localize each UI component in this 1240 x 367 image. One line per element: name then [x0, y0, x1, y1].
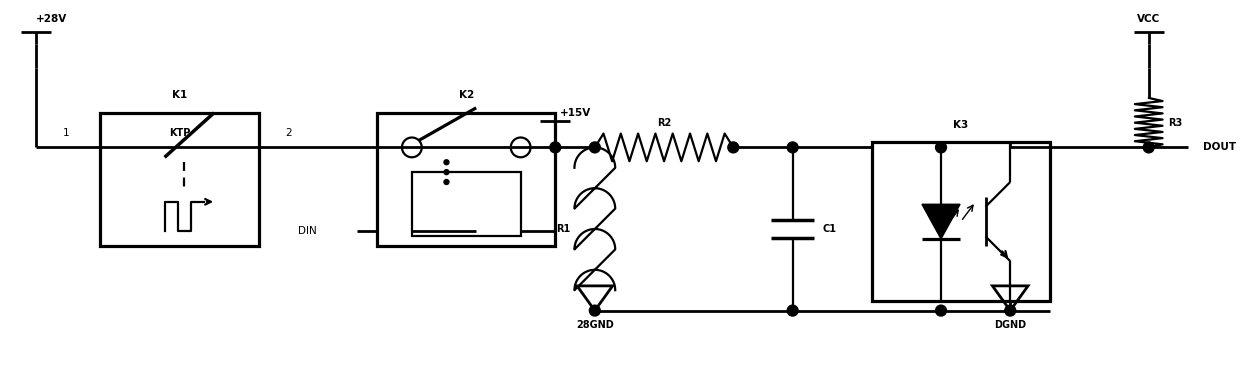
Bar — [872, 142, 1050, 301]
Bar — [100, 113, 259, 246]
Circle shape — [935, 142, 946, 153]
Bar — [377, 113, 556, 246]
Circle shape — [444, 170, 449, 175]
Text: DOUT: DOUT — [1203, 142, 1236, 152]
Text: 1: 1 — [62, 128, 69, 138]
Text: +15V: +15V — [560, 108, 591, 118]
Text: R2: R2 — [657, 118, 671, 128]
Polygon shape — [923, 204, 960, 239]
Circle shape — [589, 305, 600, 316]
Circle shape — [1004, 305, 1016, 316]
Circle shape — [444, 160, 449, 165]
Text: K1: K1 — [172, 90, 187, 100]
Text: DIN: DIN — [298, 226, 317, 236]
Text: 2: 2 — [285, 128, 291, 138]
Circle shape — [728, 142, 739, 153]
Text: +28V: +28V — [36, 14, 67, 24]
Bar — [412, 172, 521, 236]
Text: C1: C1 — [822, 224, 836, 234]
Circle shape — [589, 142, 600, 153]
Circle shape — [1143, 142, 1154, 153]
Text: 28GND: 28GND — [575, 320, 614, 330]
Text: K3: K3 — [954, 120, 968, 130]
Text: K2: K2 — [459, 90, 474, 100]
Circle shape — [935, 305, 946, 316]
Text: R1: R1 — [556, 224, 570, 234]
Text: R3: R3 — [1168, 118, 1183, 128]
Circle shape — [444, 179, 449, 185]
Text: KTP: KTP — [169, 128, 190, 138]
Circle shape — [787, 305, 799, 316]
Circle shape — [549, 142, 560, 153]
Text: DGND: DGND — [994, 320, 1027, 330]
Circle shape — [787, 142, 799, 153]
Text: VCC: VCC — [1137, 14, 1161, 24]
